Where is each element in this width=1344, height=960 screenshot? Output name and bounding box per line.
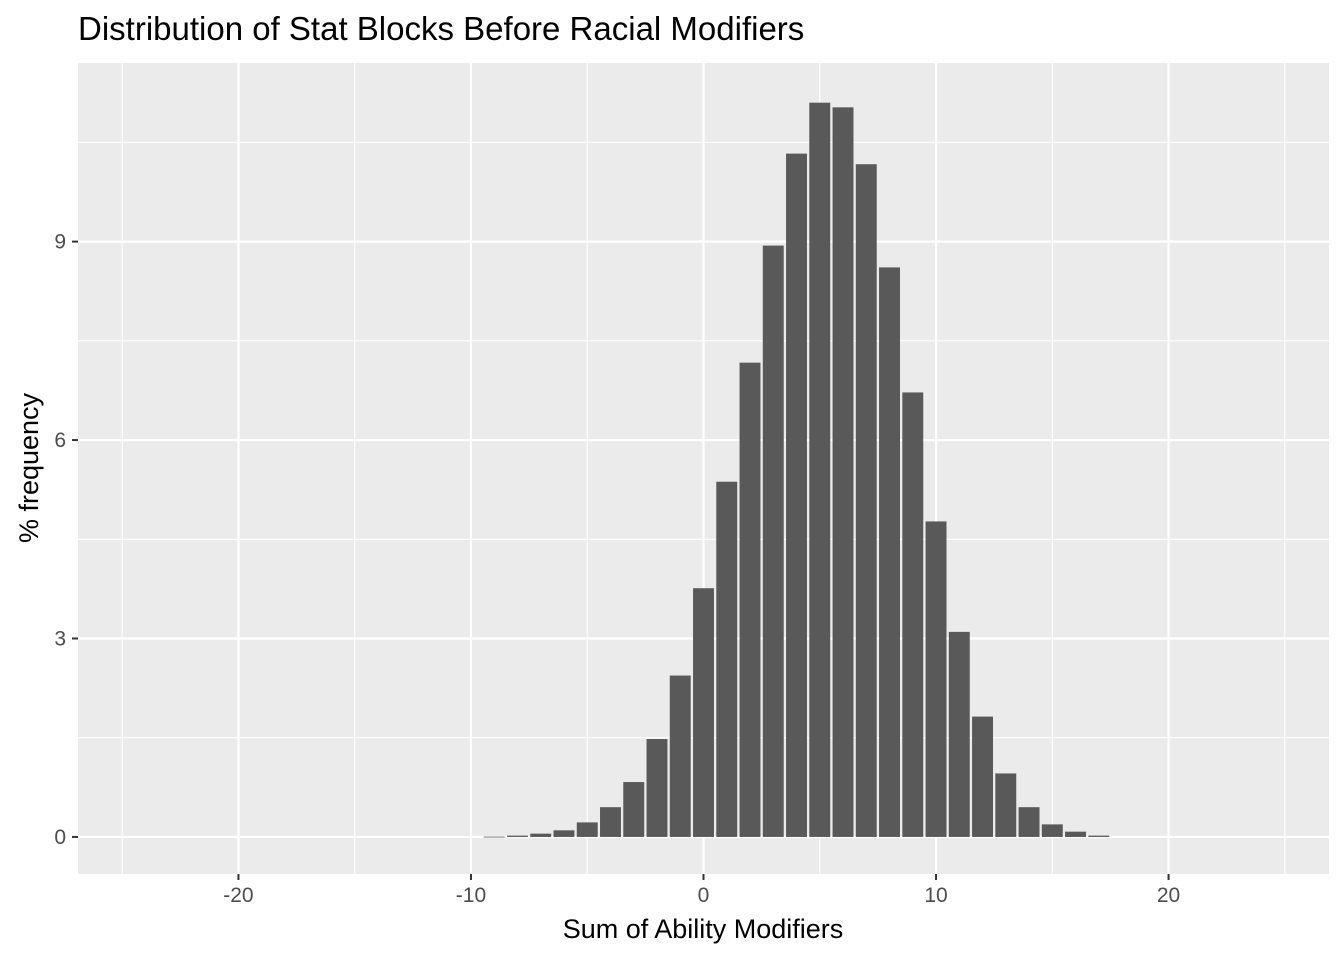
x-axis: -20 -10 0 10 20	[223, 874, 1180, 907]
histogram-bar	[716, 481, 738, 837]
histogram-bar	[762, 245, 784, 837]
histogram-bar	[1065, 831, 1087, 837]
histogram-bar	[669, 675, 691, 837]
histogram-bar	[832, 107, 854, 837]
x-tick-label: -10	[456, 884, 486, 907]
y-tick-label: 6	[54, 429, 66, 452]
x-tick-label: -20	[223, 884, 253, 907]
histogram-bar	[879, 267, 900, 837]
x-tick-label: 20	[1157, 884, 1180, 907]
y-tick-label: 3	[54, 628, 66, 651]
x-tick-label: 10	[924, 884, 947, 907]
histogram-bar	[995, 773, 1017, 837]
histogram-bar	[1041, 824, 1063, 837]
histogram-bar	[507, 835, 528, 837]
major-gridlines	[78, 63, 1329, 874]
histogram-bar	[693, 588, 714, 837]
x-axis-title: Sum of Ability Modifiers	[563, 914, 844, 944]
histogram-bar	[623, 782, 645, 837]
histogram-bar	[948, 631, 970, 837]
histogram-bar	[809, 102, 831, 837]
histogram-bar	[902, 392, 924, 837]
histogram-bar	[576, 822, 598, 837]
histogram-bar	[646, 739, 668, 837]
histogram-bar	[1018, 807, 1040, 837]
chart-title: Distribution of Stat Blocks Before Racia…	[78, 10, 804, 47]
y-tick-label: 0	[54, 826, 66, 849]
histogram-bar	[972, 716, 993, 837]
histogram-bar	[600, 807, 621, 837]
histogram-bar	[530, 833, 552, 837]
histogram-bar	[786, 153, 807, 837]
y-axis: 0 3 6 9	[54, 231, 78, 849]
x-tick-label: 0	[698, 884, 710, 907]
histogram-bar	[1088, 835, 1110, 837]
bars	[483, 102, 1110, 838]
histogram-bar	[855, 164, 877, 837]
histogram-bar	[553, 830, 575, 837]
histogram-bar	[739, 362, 761, 837]
histogram-bar	[483, 836, 505, 838]
y-axis-title: % frequency	[14, 392, 44, 543]
y-tick-label: 9	[54, 231, 66, 254]
histogram-bar	[925, 521, 947, 837]
